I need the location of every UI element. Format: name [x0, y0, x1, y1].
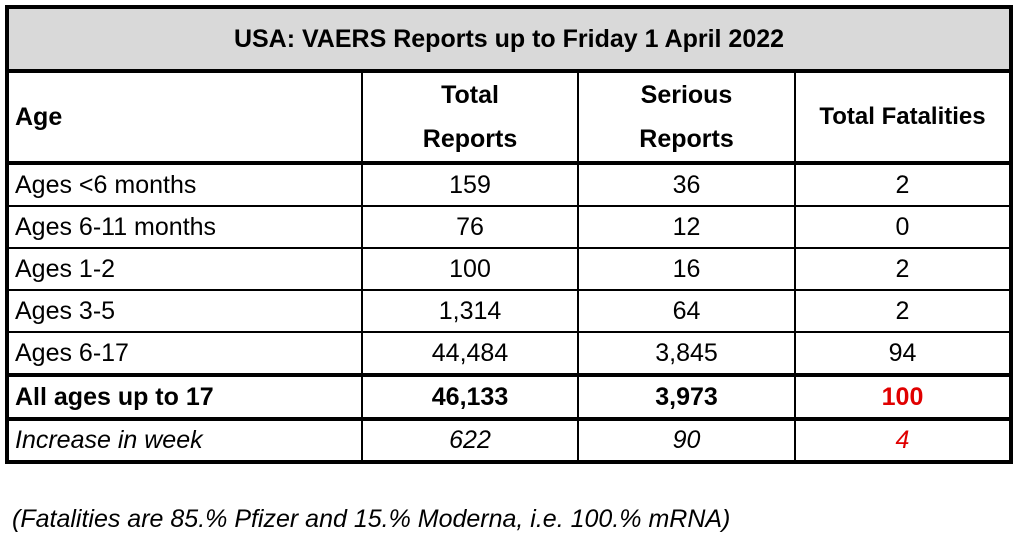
cell-text: Ages 3-5	[15, 296, 116, 325]
cell-text: 94	[888, 338, 917, 367]
cell: 2	[794, 289, 1012, 333]
data-row: Ages <6 months 159 36 2	[6, 162, 1012, 207]
cell-text: 4	[895, 426, 910, 454]
table-title: USA: VAERS Reports up to Friday 1 April …	[6, 6, 1012, 73]
cell: 90	[577, 418, 796, 463]
footnote: (Fatalities are 85.% Pfizer and 15.% Mod…	[12, 505, 731, 533]
table-body: USA: VAERS Reports up to Friday 1 April …	[6, 6, 1012, 463]
cell-text: 1,314	[438, 296, 502, 325]
header-text: Total Fatalities	[819, 103, 986, 130]
cell-text: 46,133	[431, 382, 509, 411]
cell: 64	[577, 289, 796, 333]
cell: Serious Reports	[577, 70, 796, 165]
data-row: Ages 6-17 44,484 3,845 94	[6, 331, 1012, 376]
cell-text: 100	[881, 382, 924, 411]
cell: All ages up to 17	[6, 373, 363, 421]
cell-text: 3,845	[655, 338, 718, 367]
cell: 2	[794, 162, 1012, 207]
header-text: Age	[15, 103, 63, 131]
total-row: All ages up to 17 46,133 3,973 100	[6, 373, 1012, 421]
cell-text: Increase in week	[15, 426, 203, 454]
cell-text: 159	[449, 170, 491, 199]
data-row: Ages 1-2 100 16 2	[6, 247, 1012, 291]
cell: 0	[794, 205, 1012, 249]
vaers-table: USA: VAERS Reports up to Friday 1 April …	[5, 5, 1013, 464]
cell-text: 2	[895, 254, 910, 283]
cell: 12	[577, 205, 796, 249]
cell-text: 100	[449, 254, 491, 283]
cell-text: 64	[672, 296, 701, 325]
cell: Age	[6, 70, 363, 165]
cell-text: 16	[672, 254, 701, 283]
cell-text: 622	[449, 426, 491, 454]
cell: 44,484	[361, 331, 579, 376]
cell: 159	[361, 162, 579, 207]
data-row: Ages 3-5 1,314 64 2	[6, 289, 1012, 333]
cell-text: 12	[672, 212, 701, 241]
cell: 622	[361, 418, 579, 463]
cell-text: Ages 1-2	[15, 254, 116, 283]
cell: 1,314	[361, 289, 579, 333]
cell: 76	[361, 205, 579, 249]
cell-text: 90	[672, 426, 701, 454]
data-row: Ages 6-11 months 76 12 0	[6, 205, 1012, 249]
cell-text: 2	[895, 170, 910, 199]
cell-text: 2	[895, 296, 910, 325]
head-row: Age Total Reports Serious Reports Total Fat…	[6, 70, 1012, 165]
cell: 100	[794, 373, 1012, 421]
cell: Ages 6-11 months	[6, 205, 363, 249]
cell-text: All ages up to 17	[15, 382, 214, 411]
cell: Ages 3-5	[6, 289, 363, 333]
cell: 16	[577, 247, 796, 291]
cell-text: 36	[672, 170, 701, 199]
cell-text: Ages 6-17	[15, 338, 129, 367]
header-text: Total Reports	[422, 81, 518, 153]
cell: 3,845	[577, 331, 796, 376]
cell-text: Ages 6-11 months	[15, 212, 217, 241]
cell-text: 44,484	[431, 338, 509, 367]
cell: 4	[794, 418, 1012, 463]
cell-text: 3,973	[655, 382, 718, 411]
cell-text: 76	[456, 212, 484, 241]
cell: 100	[361, 247, 579, 291]
cell: 94	[794, 331, 1012, 376]
cell: 36	[577, 162, 796, 207]
cell: 46,133	[361, 373, 579, 421]
cell: Increase in week	[6, 418, 363, 463]
cell: Ages <6 months	[6, 162, 363, 207]
cell: Ages 1-2	[6, 247, 363, 291]
title-row: USA: VAERS Reports up to Friday 1 April …	[6, 6, 1012, 73]
inc-row: Increase in week 622 90 4	[6, 418, 1012, 463]
cell: Total Fatalities	[794, 70, 1012, 165]
cell: Ages 6-17	[6, 331, 363, 376]
cell: Total Reports	[361, 70, 579, 165]
header-text: Serious Reports	[639, 81, 734, 153]
cell-text: 0	[895, 212, 910, 241]
cell: 3,973	[577, 373, 796, 421]
cell: 2	[794, 247, 1012, 291]
cell-text: Ages <6 months	[15, 170, 197, 199]
